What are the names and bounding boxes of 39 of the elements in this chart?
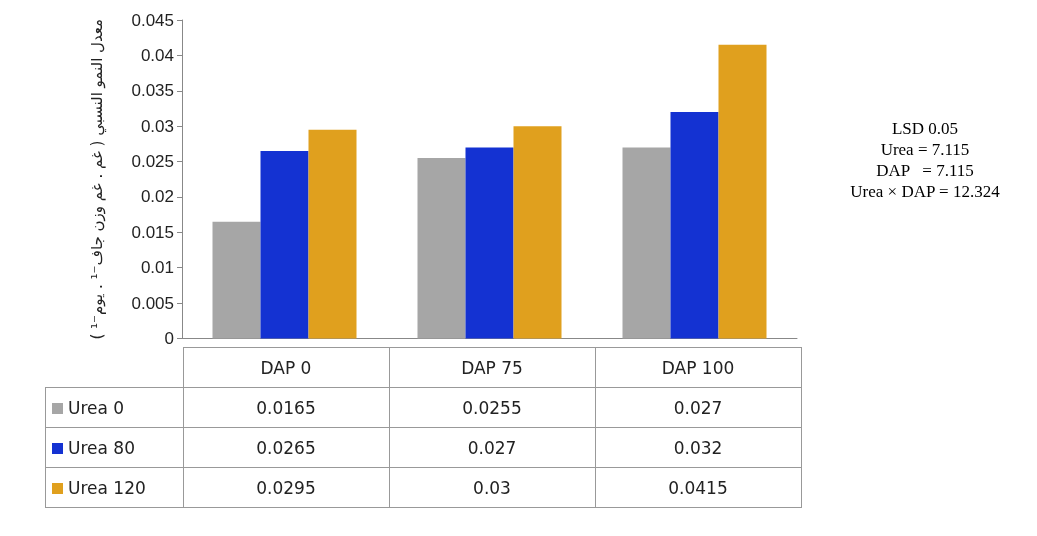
y-tick-label: 0.015 bbox=[131, 222, 174, 242]
bar bbox=[308, 129, 357, 339]
y-tick-label: 0.035 bbox=[131, 81, 174, 101]
data-label: 0.0165 bbox=[183, 387, 389, 428]
x-tick-label: DAP 75 bbox=[389, 347, 595, 388]
bar bbox=[417, 158, 466, 339]
y-tick-label: 0.04 bbox=[140, 45, 174, 65]
bar bbox=[622, 147, 671, 339]
data-label: 0.027 bbox=[595, 387, 801, 428]
x-tick-label: DAP 0 bbox=[183, 347, 389, 388]
y-tick-label: 0.045 bbox=[131, 10, 174, 30]
bar bbox=[465, 147, 514, 339]
y-tick-label: 0.03 bbox=[140, 116, 174, 136]
text: Urea = 7.115 bbox=[880, 140, 970, 159]
data-label: 0.032 bbox=[595, 427, 801, 468]
y-tick-label: 0 bbox=[164, 329, 174, 348]
bar bbox=[260, 150, 309, 339]
legend-label: Urea 0 bbox=[45, 387, 183, 428]
data-label: 0.0295 bbox=[183, 467, 389, 508]
data-label: 0.03 bbox=[389, 467, 595, 508]
bar bbox=[718, 44, 767, 339]
data-label: 0.0265 bbox=[183, 427, 389, 468]
bar bbox=[670, 112, 719, 339]
text: DAP = 7.115 bbox=[876, 161, 974, 180]
data-label: 0.0255 bbox=[389, 387, 595, 428]
x-tick-label: DAP 100 bbox=[595, 347, 801, 388]
text: Urea × DAP = 12.324 bbox=[850, 182, 1000, 201]
bar bbox=[513, 126, 562, 339]
y-axis-title: معدل النمو النسبي ( غم . غم وزن جاف⁻¹ . يوم⁻¹ ) bbox=[87, 18, 107, 340]
data-label: 0.0415 bbox=[595, 467, 801, 508]
y-tick-label: 0.005 bbox=[131, 293, 174, 313]
y-tick-label: 0.01 bbox=[140, 258, 174, 278]
text: LSD 0.05 bbox=[891, 119, 959, 138]
legend-label: Urea 80 bbox=[45, 427, 183, 468]
legend-label: Urea 120 bbox=[45, 467, 183, 508]
y-tick-label: 0.025 bbox=[131, 152, 174, 172]
data-label: 0.027 bbox=[389, 427, 595, 468]
y-tick-label: 0.02 bbox=[140, 187, 174, 207]
bar bbox=[212, 221, 261, 339]
